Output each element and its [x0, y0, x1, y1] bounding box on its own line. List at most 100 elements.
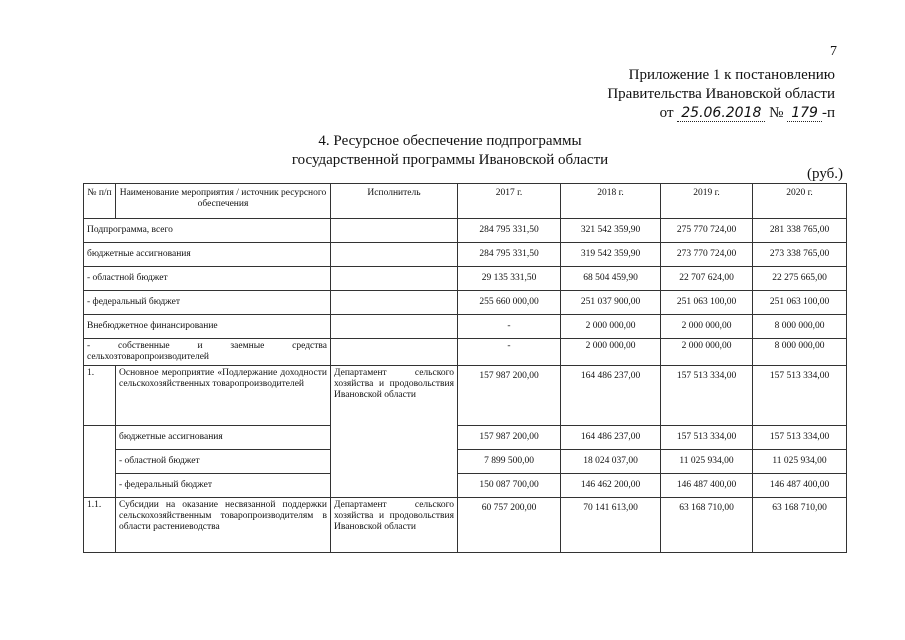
value-cell: 164 486 237,00 — [560, 425, 661, 450]
col-header: № п/п — [83, 183, 116, 219]
executor-cell — [330, 314, 458, 339]
executor-cell — [330, 266, 458, 291]
row-name: Основное мероприятие «Подлержание доходн… — [115, 365, 331, 426]
summary-row: - областной бюджет 29 135 331,50 68 504 45… — [83, 266, 847, 291]
executor-cell — [330, 338, 458, 366]
row-name: Субсидии на оказание несвязанной поддерж… — [115, 497, 331, 553]
currency-unit: (руб.) — [807, 166, 843, 182]
table-row: - областной бюджет 7 899 500,00 18 024 037… — [84, 449, 847, 474]
value-cell: 273 338 765,00 — [752, 242, 847, 267]
summary-row: Внебюджетное финансирование -2 000 000,00… — [83, 314, 847, 339]
value-cell: 284 795 331,50 — [457, 218, 561, 243]
value-cell: 157 987 200,00 — [457, 425, 561, 450]
appendix-line2: Правительства Ивановской области — [607, 86, 835, 102]
number-suffix: -п — [821, 105, 835, 121]
value-cell: 70 141 613,00 — [560, 497, 661, 553]
value-cell: 2 000 000,00 — [560, 314, 661, 339]
value-cell: - — [457, 338, 561, 366]
appendix-line3: от 25.06.2018 № 179 -п — [607, 104, 835, 123]
value-cell: 18 024 037,00 — [560, 449, 661, 474]
value-cell: 251 063 100,00 — [660, 290, 753, 315]
value-cell: 157 513 334,00 — [752, 425, 847, 450]
col-header: Исполнитель — [330, 183, 458, 219]
executor: Департамент сельского хозяйства и продов… — [330, 497, 458, 553]
row-label: Подпрограмма, всего — [83, 218, 331, 243]
appendix-line1: Приложение 1 к постановлению — [628, 67, 835, 83]
value-cell: 146 487 400,00 — [752, 473, 847, 498]
col-header: 2017 г. — [457, 183, 561, 219]
value-cell: 22 707 624,00 — [660, 266, 753, 291]
row-number: 1.1. — [83, 497, 116, 553]
value-cell: 146 462 200,00 — [560, 473, 661, 498]
value-cell: 11 025 934,00 — [660, 449, 753, 474]
value-cell: 275 770 724,00 — [660, 218, 753, 243]
section-title: 4. Ресурсное обеспечение подпрограммы го… — [240, 132, 660, 170]
value-cell: 2 000 000,00 — [560, 338, 661, 366]
col-header: Наименование мероприятия / источник ресу… — [115, 183, 331, 219]
value-cell: 29 135 331,50 — [457, 266, 561, 291]
row-label: - федеральный бюджет — [83, 290, 331, 315]
col-header: 2018 г. — [560, 183, 661, 219]
value-cell: 281 338 765,00 — [752, 218, 847, 243]
executor-cell — [330, 242, 458, 267]
value-cell: 157 987 200,00 — [457, 365, 561, 426]
value-cell: - — [457, 314, 561, 339]
number-label: № — [769, 105, 784, 121]
col-header: 2019 г. — [660, 183, 753, 219]
value-cell: 273 770 724,00 — [660, 242, 753, 267]
value-cell: 2 000 000,00 — [660, 314, 753, 339]
value-cell: 157 513 334,00 — [752, 365, 847, 426]
handwritten-number: 179 — [787, 105, 822, 122]
value-cell: 2 000 000,00 — [660, 338, 753, 366]
row-label: - собственные и заемные средства сельхоз… — [83, 338, 331, 366]
value-cell: 68 504 459,90 — [560, 266, 661, 291]
handwritten-date: 25.06.2018 — [677, 105, 766, 122]
value-cell: 8 000 000,00 — [752, 338, 847, 366]
from-label: от — [659, 105, 674, 121]
value-cell: 63 168 710,00 — [660, 497, 753, 553]
value-cell: 157 513 334,00 — [660, 425, 753, 450]
table-row: - федеральный бюджет 150 087 700,00 146 46… — [84, 473, 847, 498]
section-row: 1.1. Субсидии на оказание несвязанной по… — [83, 497, 847, 553]
section-row: 1. Основное мероприятие «Подлержание дох… — [83, 365, 847, 498]
table-row: бюджетные ассигнования 157 987 200,00 164 … — [83, 425, 847, 498]
executor: Департамент сельского хозяйства и продов… — [330, 365, 458, 498]
title-line1: 4. Ресурсное обеспечение подпрограммы — [318, 133, 582, 149]
value-cell: 22 275 665,00 — [752, 266, 847, 291]
executor-cell — [330, 218, 458, 243]
value-cell: 164 486 237,00 — [560, 365, 661, 426]
appendix-header: Приложение 1 к постановлению Правительст… — [607, 66, 835, 123]
value-cell: 150 087 700,00 — [457, 473, 561, 498]
row-label: Внебюджетное финансирование — [83, 314, 331, 339]
value-cell: 60 757 200,00 — [457, 497, 561, 553]
value-cell: 251 037 900,00 — [560, 290, 661, 315]
summary-row: - федеральный бюджет 255 660 000,00 251 03… — [83, 290, 847, 315]
empty-cell — [83, 425, 116, 498]
executor-cell — [330, 290, 458, 315]
resource-table: № п/п Наименование мероприятия / источни… — [83, 183, 847, 553]
value-cell: 146 487 400,00 — [660, 473, 753, 498]
header-row: № п/п Наименование мероприятия / источни… — [83, 183, 847, 219]
row-label: - областной бюджет — [115, 449, 331, 474]
value-cell: 321 542 359,90 — [560, 218, 661, 243]
value-cell: 251 063 100,00 — [752, 290, 847, 315]
value-cell: 63 168 710,00 — [752, 497, 847, 553]
value-cell: 157 513 334,00 — [660, 365, 753, 426]
summary-row: Подпрограмма, всего 284 795 331,50 321 542… — [83, 218, 847, 243]
page-number: 7 — [830, 44, 837, 59]
row-label: - областной бюджет — [83, 266, 331, 291]
row-label: бюджетные ассигнования — [83, 242, 331, 267]
summary-row: - собственные и заемные средства сельхоз… — [83, 338, 847, 366]
row-number: 1. — [83, 365, 116, 426]
value-cell: 255 660 000,00 — [457, 290, 561, 315]
title-line2: государственной программы Ивановской обл… — [291, 152, 609, 168]
value-cell: 284 795 331,50 — [457, 242, 561, 267]
value-cell: 11 025 934,00 — [752, 449, 847, 474]
col-header: 2020 г. — [752, 183, 847, 219]
value-cell: 8 000 000,00 — [752, 314, 847, 339]
summary-row: бюджетные ассигнования 284 795 331,50 319 … — [83, 242, 847, 267]
value-cell: 319 542 359,90 — [560, 242, 661, 267]
row-label: бюджетные ассигнования — [115, 425, 331, 450]
value-cell: 7 899 500,00 — [457, 449, 561, 474]
